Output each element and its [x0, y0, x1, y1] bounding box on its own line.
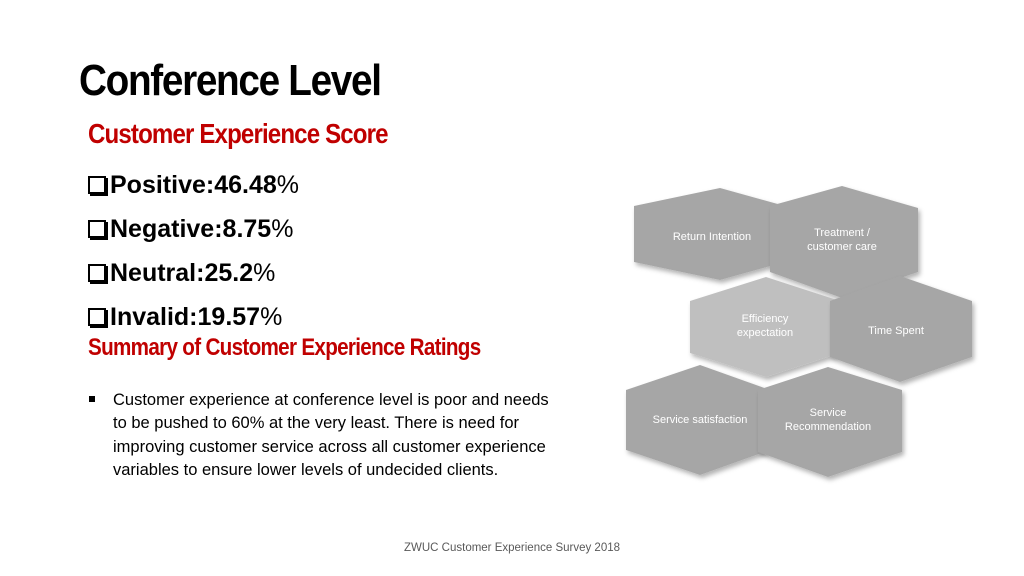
score-value: 8.75: [222, 214, 272, 243]
score-label: Neutral:: [110, 258, 205, 287]
score-item-neutral: Neutral: 25.2 %: [88, 251, 299, 295]
checkbox-square-icon: [88, 176, 106, 194]
square-bullet-icon: [89, 396, 95, 402]
summary-text: Customer experience at conference level …: [113, 391, 549, 479]
hexagon-label-line: Efficiency: [742, 313, 789, 325]
hexagon-label: Service satisfaction: [653, 414, 748, 426]
summary-list: Customer experience at conference level …: [88, 389, 558, 482]
score-list: Positive: 46.48 % Negative: 8.75 % Neutr…: [88, 163, 299, 339]
hexagon-shape: [758, 367, 902, 477]
hexagon-shape: [770, 186, 918, 298]
hex-treatment-customer-care: Treatment / customer care: [770, 186, 918, 298]
score-item-negative: Negative: 8.75 %: [88, 207, 299, 251]
hexagon-label-line: customer care: [807, 241, 877, 253]
hexagon-label-line: Service satisfaction: [653, 414, 748, 426]
score-unit: %: [271, 214, 294, 243]
score-item-invalid: Invalid: 19.57 %: [88, 295, 299, 339]
score-unit: %: [276, 170, 299, 199]
hex-efficiency-expectation: Efficiency expectation: [690, 277, 840, 377]
footer-text: ZWUC Customer Experience Survey 2018: [403, 542, 621, 554]
hex-return-intention: Return Intention: [634, 188, 792, 280]
score-unit: %: [260, 302, 283, 331]
score-label: Positive:: [110, 170, 215, 199]
hexagon-label: Service Recommendation: [785, 407, 871, 433]
checkbox-square-icon: [88, 264, 106, 282]
hexagon-shape: [626, 365, 770, 475]
checkbox-square-icon: [88, 220, 106, 238]
hexagon-diagram: Return Intention Treatment / customer car…: [626, 186, 972, 477]
hexagon-shape: [690, 277, 840, 377]
hexagon-label-line: expectation: [737, 327, 793, 339]
hexagon-label-line: Return Intention: [673, 231, 751, 243]
hexagon-label: Return Intention: [673, 231, 751, 243]
hexagon-label-line: Recommendation: [785, 421, 871, 433]
hex-service-recommendation: Service Recommendation: [758, 367, 902, 477]
hexagon-label: Time Spent: [868, 325, 924, 337]
score-value: 46.48: [214, 170, 277, 199]
hex-service-satisfaction: Service satisfaction: [626, 365, 770, 475]
score-item-positive: Positive: 46.48 %: [88, 163, 299, 207]
checkbox-square-icon: [88, 308, 106, 326]
score-label: Invalid:: [110, 302, 198, 331]
hexagon-label-line: Time Spent: [868, 325, 924, 337]
hexagon-shape: [830, 276, 972, 382]
hexagon-label: Treatment / customer care: [807, 227, 877, 253]
score-value: 25.2: [204, 258, 254, 287]
slide-title: Conference Level: [79, 56, 382, 105]
score-heading: Customer Experience Score: [88, 118, 389, 149]
hexagon-label-line: Treatment /: [814, 227, 871, 239]
hex-time-spent: Time Spent: [830, 276, 972, 382]
score-unit: %: [253, 258, 276, 287]
hexagon-shape: [634, 188, 792, 280]
hexagon-label: Efficiency expectation: [737, 313, 793, 339]
summary-heading: Summary of Customer Experience Ratings: [88, 334, 481, 361]
summary-item: Customer experience at conference level …: [88, 389, 558, 482]
score-value: 19.57: [197, 302, 261, 331]
hexagon-label-line: Service: [810, 407, 847, 419]
score-label: Negative:: [110, 214, 223, 243]
